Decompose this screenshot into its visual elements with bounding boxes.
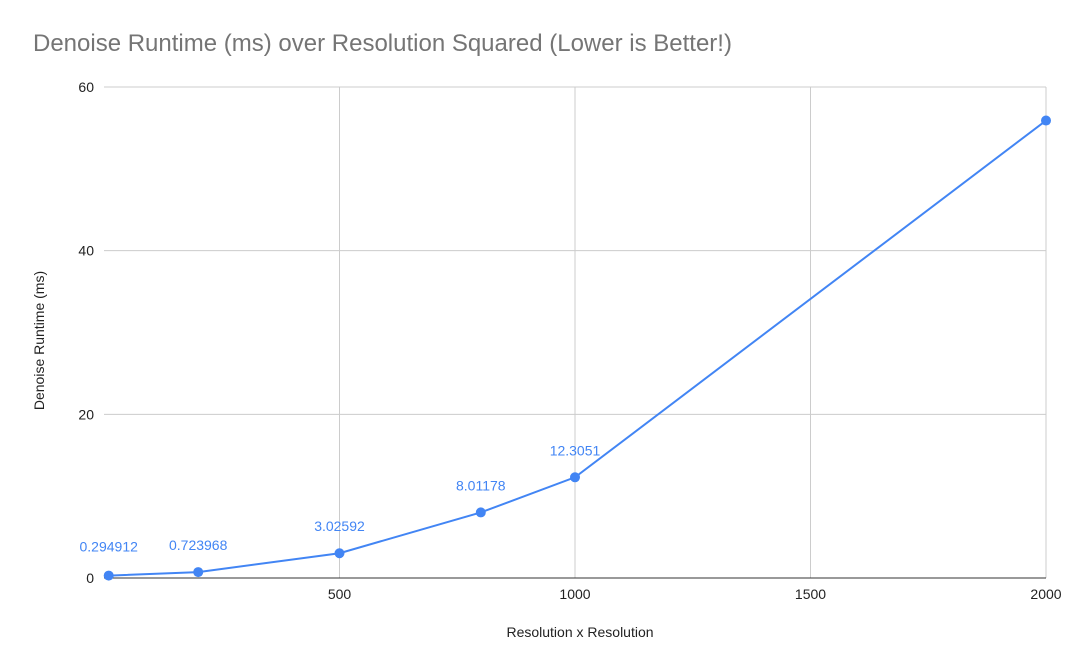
x-axis-ticks: 500 1000 1500 2000 xyxy=(328,586,1062,602)
data-point xyxy=(475,507,486,518)
y-tick-label: 40 xyxy=(78,243,94,259)
data-label: 0.294912 xyxy=(80,539,139,555)
x-axis-label: Resolution x Resolution xyxy=(506,624,653,640)
data-point xyxy=(103,570,114,581)
data-point xyxy=(334,548,345,559)
data-point xyxy=(193,567,204,578)
data-label: 3.02592 xyxy=(314,518,365,534)
data-labels: 0.294912 0.723968 3.02592 8.01178 12.3051 xyxy=(80,442,601,554)
x-tick-label: 2000 xyxy=(1030,586,1061,602)
data-label: 12.3051 xyxy=(550,442,601,458)
y-tick-label: 0 xyxy=(86,570,94,586)
series-line xyxy=(108,119,1047,577)
y-tick-label: 60 xyxy=(78,79,94,95)
y-axis-ticks: 0 20 40 60 xyxy=(78,79,94,586)
y-tick-label: 20 xyxy=(78,406,94,422)
y-axis-label: Denoise Runtime (ms) xyxy=(31,271,47,410)
gridlines xyxy=(104,86,1047,578)
chart-title: Denoise Runtime (ms) over Resolution Squ… xyxy=(33,30,732,57)
data-point xyxy=(570,472,580,483)
data-label: 0.723968 xyxy=(169,537,228,553)
x-tick-label: 1500 xyxy=(795,586,826,602)
data-label: 8.01178 xyxy=(456,477,506,493)
data-points xyxy=(103,115,1051,581)
x-tick-label: 1000 xyxy=(559,586,590,602)
data-point xyxy=(1041,115,1051,126)
x-tick-label: 500 xyxy=(328,586,352,602)
